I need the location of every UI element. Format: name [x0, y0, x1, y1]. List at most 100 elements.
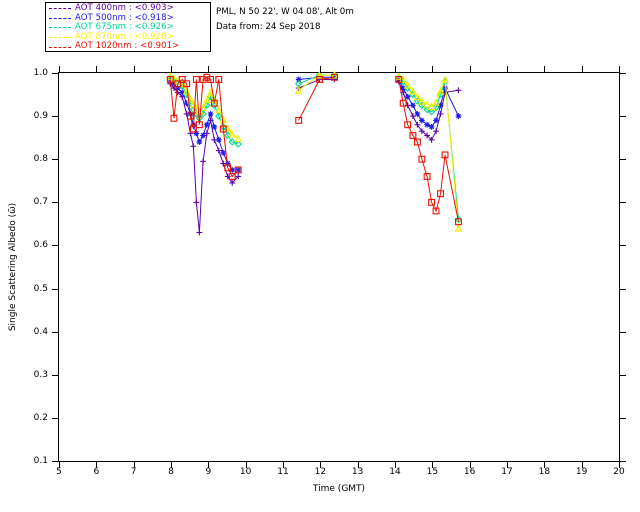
data-point-triangle [427, 102, 436, 111]
data-point-plus [428, 136, 435, 143]
data-date-line: Data from: 24 Sep 2018 [216, 22, 321, 32]
x-axis-tick [619, 461, 620, 468]
y-axis-tick-label: 0.3 [33, 369, 48, 380]
data-point-triangle [214, 105, 223, 114]
y-axis-tick-label: 0.6 [33, 240, 48, 251]
data-point-asterisk [203, 121, 210, 128]
y-axis-tick-label: 0.2 [33, 412, 48, 423]
x-axis-tick [469, 66, 471, 73]
data-point-square [395, 76, 403, 83]
x-axis-tick [245, 461, 247, 468]
x-axis-tick [507, 66, 508, 73]
x-axis-tick-label: 16 [463, 467, 476, 477]
y-axis-tick [52, 288, 59, 290]
data-point-square [409, 132, 417, 139]
x-axis-tick-label: 19 [575, 467, 588, 477]
legend-label-1020nm: AOT 1020nm : <0.901> [75, 41, 180, 52]
legend-line-swatch-400nm [49, 8, 71, 10]
data-point-square [186, 112, 194, 120]
data-point-diamond [199, 110, 207, 118]
data-point-triangle [413, 92, 422, 101]
data-point-square [455, 218, 462, 226]
data-point-triangle [170, 74, 178, 82]
data-layer [166, 71, 463, 236]
data-point-triangle [203, 95, 211, 104]
x-axis-tick [395, 66, 396, 73]
x-axis-tick [171, 66, 172, 73]
data-point-square [331, 73, 338, 81]
data-point-square [413, 138, 421, 146]
data-point-plus [229, 180, 236, 186]
x-axis-tick [395, 461, 396, 468]
data-point-diamond [228, 138, 236, 146]
data-point-asterisk [437, 102, 444, 109]
data-point-square [178, 76, 186, 83]
data-point-plus [215, 147, 222, 154]
data-point-diamond [224, 131, 232, 140]
y-axis-tick [52, 245, 59, 247]
x-axis-tick-label: 14 [389, 467, 401, 477]
data-point-square [404, 121, 412, 129]
y-axis-tick [52, 331, 59, 333]
legend-item-870nm: AOT 870nm : <0.928> [49, 32, 207, 43]
data-point-square [228, 173, 236, 180]
y-axis-title: Single Scattering Albedo (ω̃) [8, 202, 18, 332]
y-axis-tick [619, 374, 626, 376]
data-point-square [316, 76, 324, 83]
data-point-square [234, 166, 242, 174]
series-aot-870nm [166, 71, 463, 232]
plot-area: 1.0 0.9 0.8 0.7 0.6 0.5 0.4 0.3 0.2 0.1 5 6 7 8 9 10 11 1… [34, 66, 626, 477]
data-point-triangle [219, 115, 228, 124]
x-axis-tick [208, 66, 210, 73]
data-point-asterisk [220, 149, 227, 156]
y-axis-tick-label: 0.8 [33, 154, 48, 165]
x-axis-tick [133, 461, 135, 468]
x-axis-tick [357, 461, 359, 468]
legend-line-swatch-870nm [49, 37, 71, 39]
y-axis-tick [52, 417, 59, 419]
data-point-asterisk [200, 132, 207, 139]
series-line [169, 76, 239, 178]
legend-line-swatch-1020nm [49, 46, 71, 48]
data-point-square [423, 173, 431, 180]
legend-item-500nm: AOT 500nm : <0.918> [49, 13, 207, 24]
data-point-square [170, 114, 178, 122]
data-point-triangle [199, 103, 207, 111]
y-axis-tick-label: 0.5 [33, 283, 48, 294]
data-point-plus [414, 121, 421, 128]
x-axis-tick [320, 66, 322, 73]
data-point-plus [235, 173, 242, 180]
x-axis-tick-label: 11 [277, 467, 289, 477]
data-point-square [183, 80, 191, 88]
data-point-asterisk [400, 85, 407, 91]
data-point-square [199, 76, 207, 83]
x-axis-tick-label: 13 [351, 467, 364, 477]
y-axis-tick [619, 73, 626, 74]
data-point-asterisk [404, 93, 411, 100]
data-point-triangle [454, 224, 463, 232]
y-axis-tick [619, 202, 626, 204]
data-point-plus [418, 128, 425, 135]
y-axis-tick [52, 374, 59, 376]
x-axis-tick [320, 461, 322, 468]
data-point-triangle [432, 98, 440, 106]
data-point-square [219, 125, 227, 133]
x-axis-tick-label: 5 [56, 467, 62, 477]
data-point-square [437, 190, 444, 198]
y-axis-tick [619, 288, 626, 290]
x-axis-tick-label: 18 [538, 467, 551, 477]
x-axis-tick [581, 66, 583, 73]
x-axis-tick [96, 461, 98, 468]
data-point-plus [437, 111, 444, 117]
x-axis-tick-label: 7 [130, 467, 137, 477]
x-axis-tick-label: 8 [168, 467, 174, 477]
data-point-triangle [436, 86, 445, 95]
data-point-square [207, 76, 215, 83]
data-point-square [174, 80, 182, 88]
data-point-triangle [228, 130, 237, 138]
series-aot-1020nm [166, 73, 462, 226]
data-point-plus [193, 199, 200, 206]
data-point-square [192, 76, 200, 83]
data-point-square [210, 99, 218, 107]
x-axis-tick [544, 66, 546, 73]
